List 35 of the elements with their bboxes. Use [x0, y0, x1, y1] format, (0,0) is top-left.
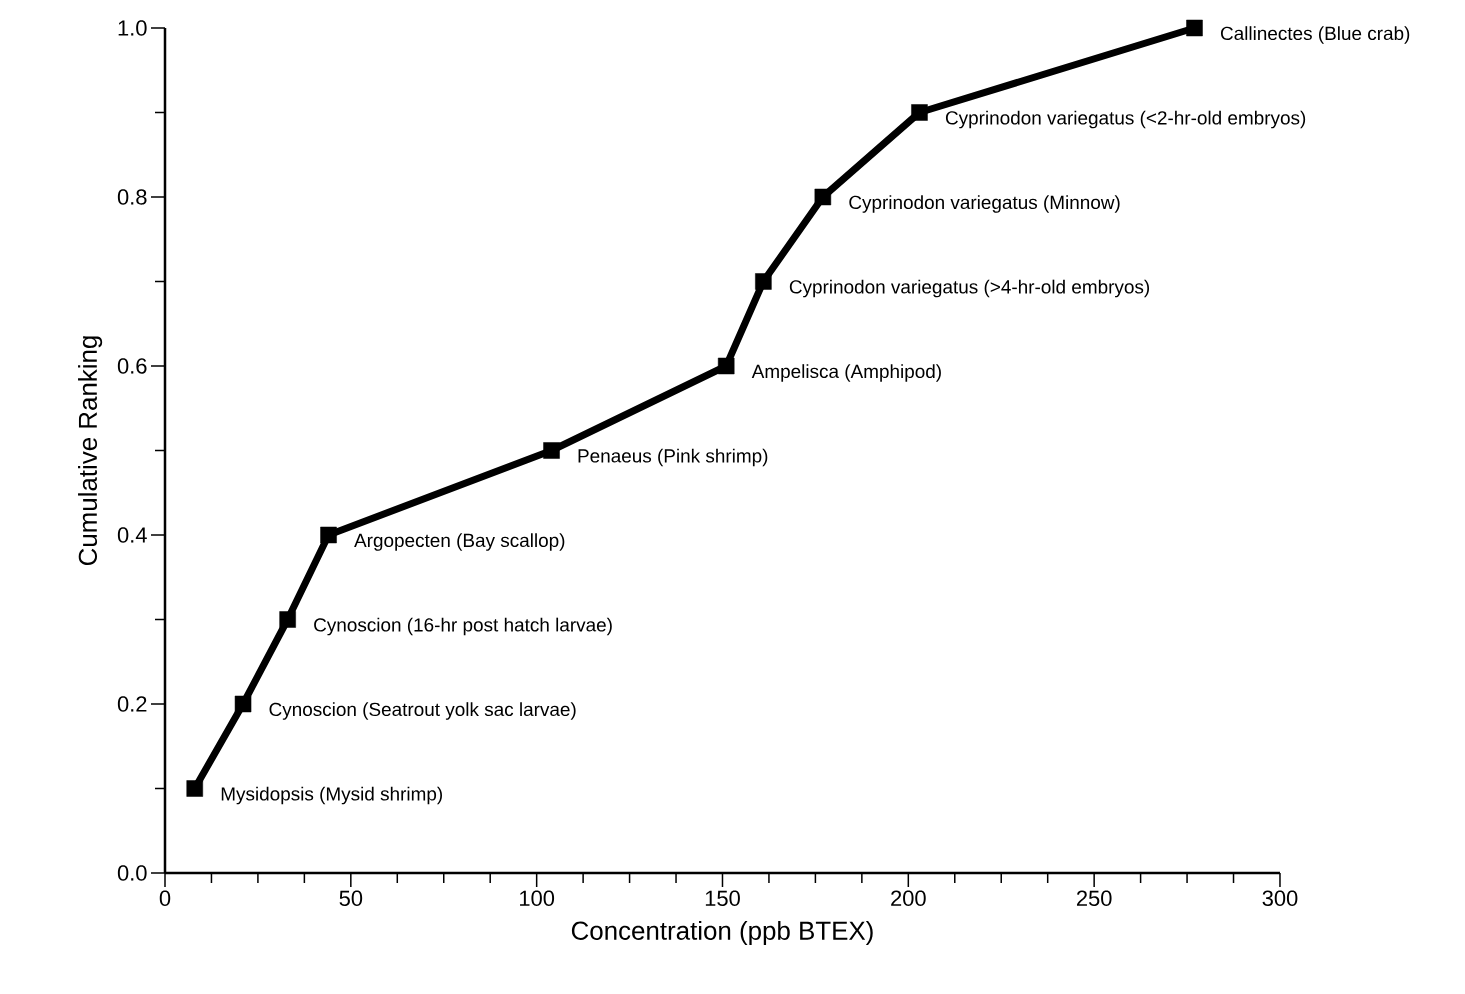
point: [755, 273, 772, 290]
point: [320, 526, 337, 544]
annotation: Callinectes (Blue crab): [1220, 26, 1410, 44]
point: [911, 104, 928, 121]
point: [186, 780, 203, 797]
point: [234, 695, 252, 713]
point: [543, 442, 560, 459]
annotation: Cyprinodon variegatus (<2-hr-old embryos): [945, 110, 1306, 129]
annotation: Mysidopsis (Mysid shrimp): [221, 786, 442, 805]
y-axis-title: Cumulative Ranking: [78, 336, 103, 566]
point: [1186, 19, 1203, 37]
annotation: Ampelisca (Amphipod): [751, 364, 941, 382]
annotation: Argopecten (Bay scallop): [354, 533, 565, 551]
x-tick-label: 150: [705, 890, 740, 907]
x-axis-title: Concentration (ppb BTEX): [571, 920, 873, 946]
point: [279, 611, 296, 628]
point: [717, 357, 735, 375]
y-tick-label: 0.4: [117, 527, 147, 543]
y-tick-label: 0.8: [117, 189, 147, 205]
y-tick-label: 1.0: [118, 20, 147, 36]
annotation: Cynoscion (Seatrout yolk sac larvae): [269, 702, 576, 720]
annotation: Cynoscion (16-hr post hatch larvae): [314, 617, 612, 636]
x-tick-label: 0: [159, 890, 171, 907]
point: [814, 188, 832, 206]
annotation: Cyprinodon variegatus (Minnow): [849, 195, 1120, 213]
x-tick-label: 250: [1076, 890, 1112, 907]
x-tick-label: 200: [891, 890, 926, 907]
y-tick-label: 0.2: [117, 696, 147, 712]
y-tick-label: 0.0: [117, 865, 147, 881]
annotation: Penaeus (Pink shrimp): [578, 448, 768, 467]
x-tick-label: 100: [520, 890, 555, 907]
y-tick-label: 0.6: [117, 358, 147, 374]
x-tick-label: 50: [339, 890, 363, 907]
annotation: Cyprinodon variegatus (>4-hr-old embryos): [789, 279, 1150, 298]
x-tick-label: 300: [1262, 890, 1298, 907]
